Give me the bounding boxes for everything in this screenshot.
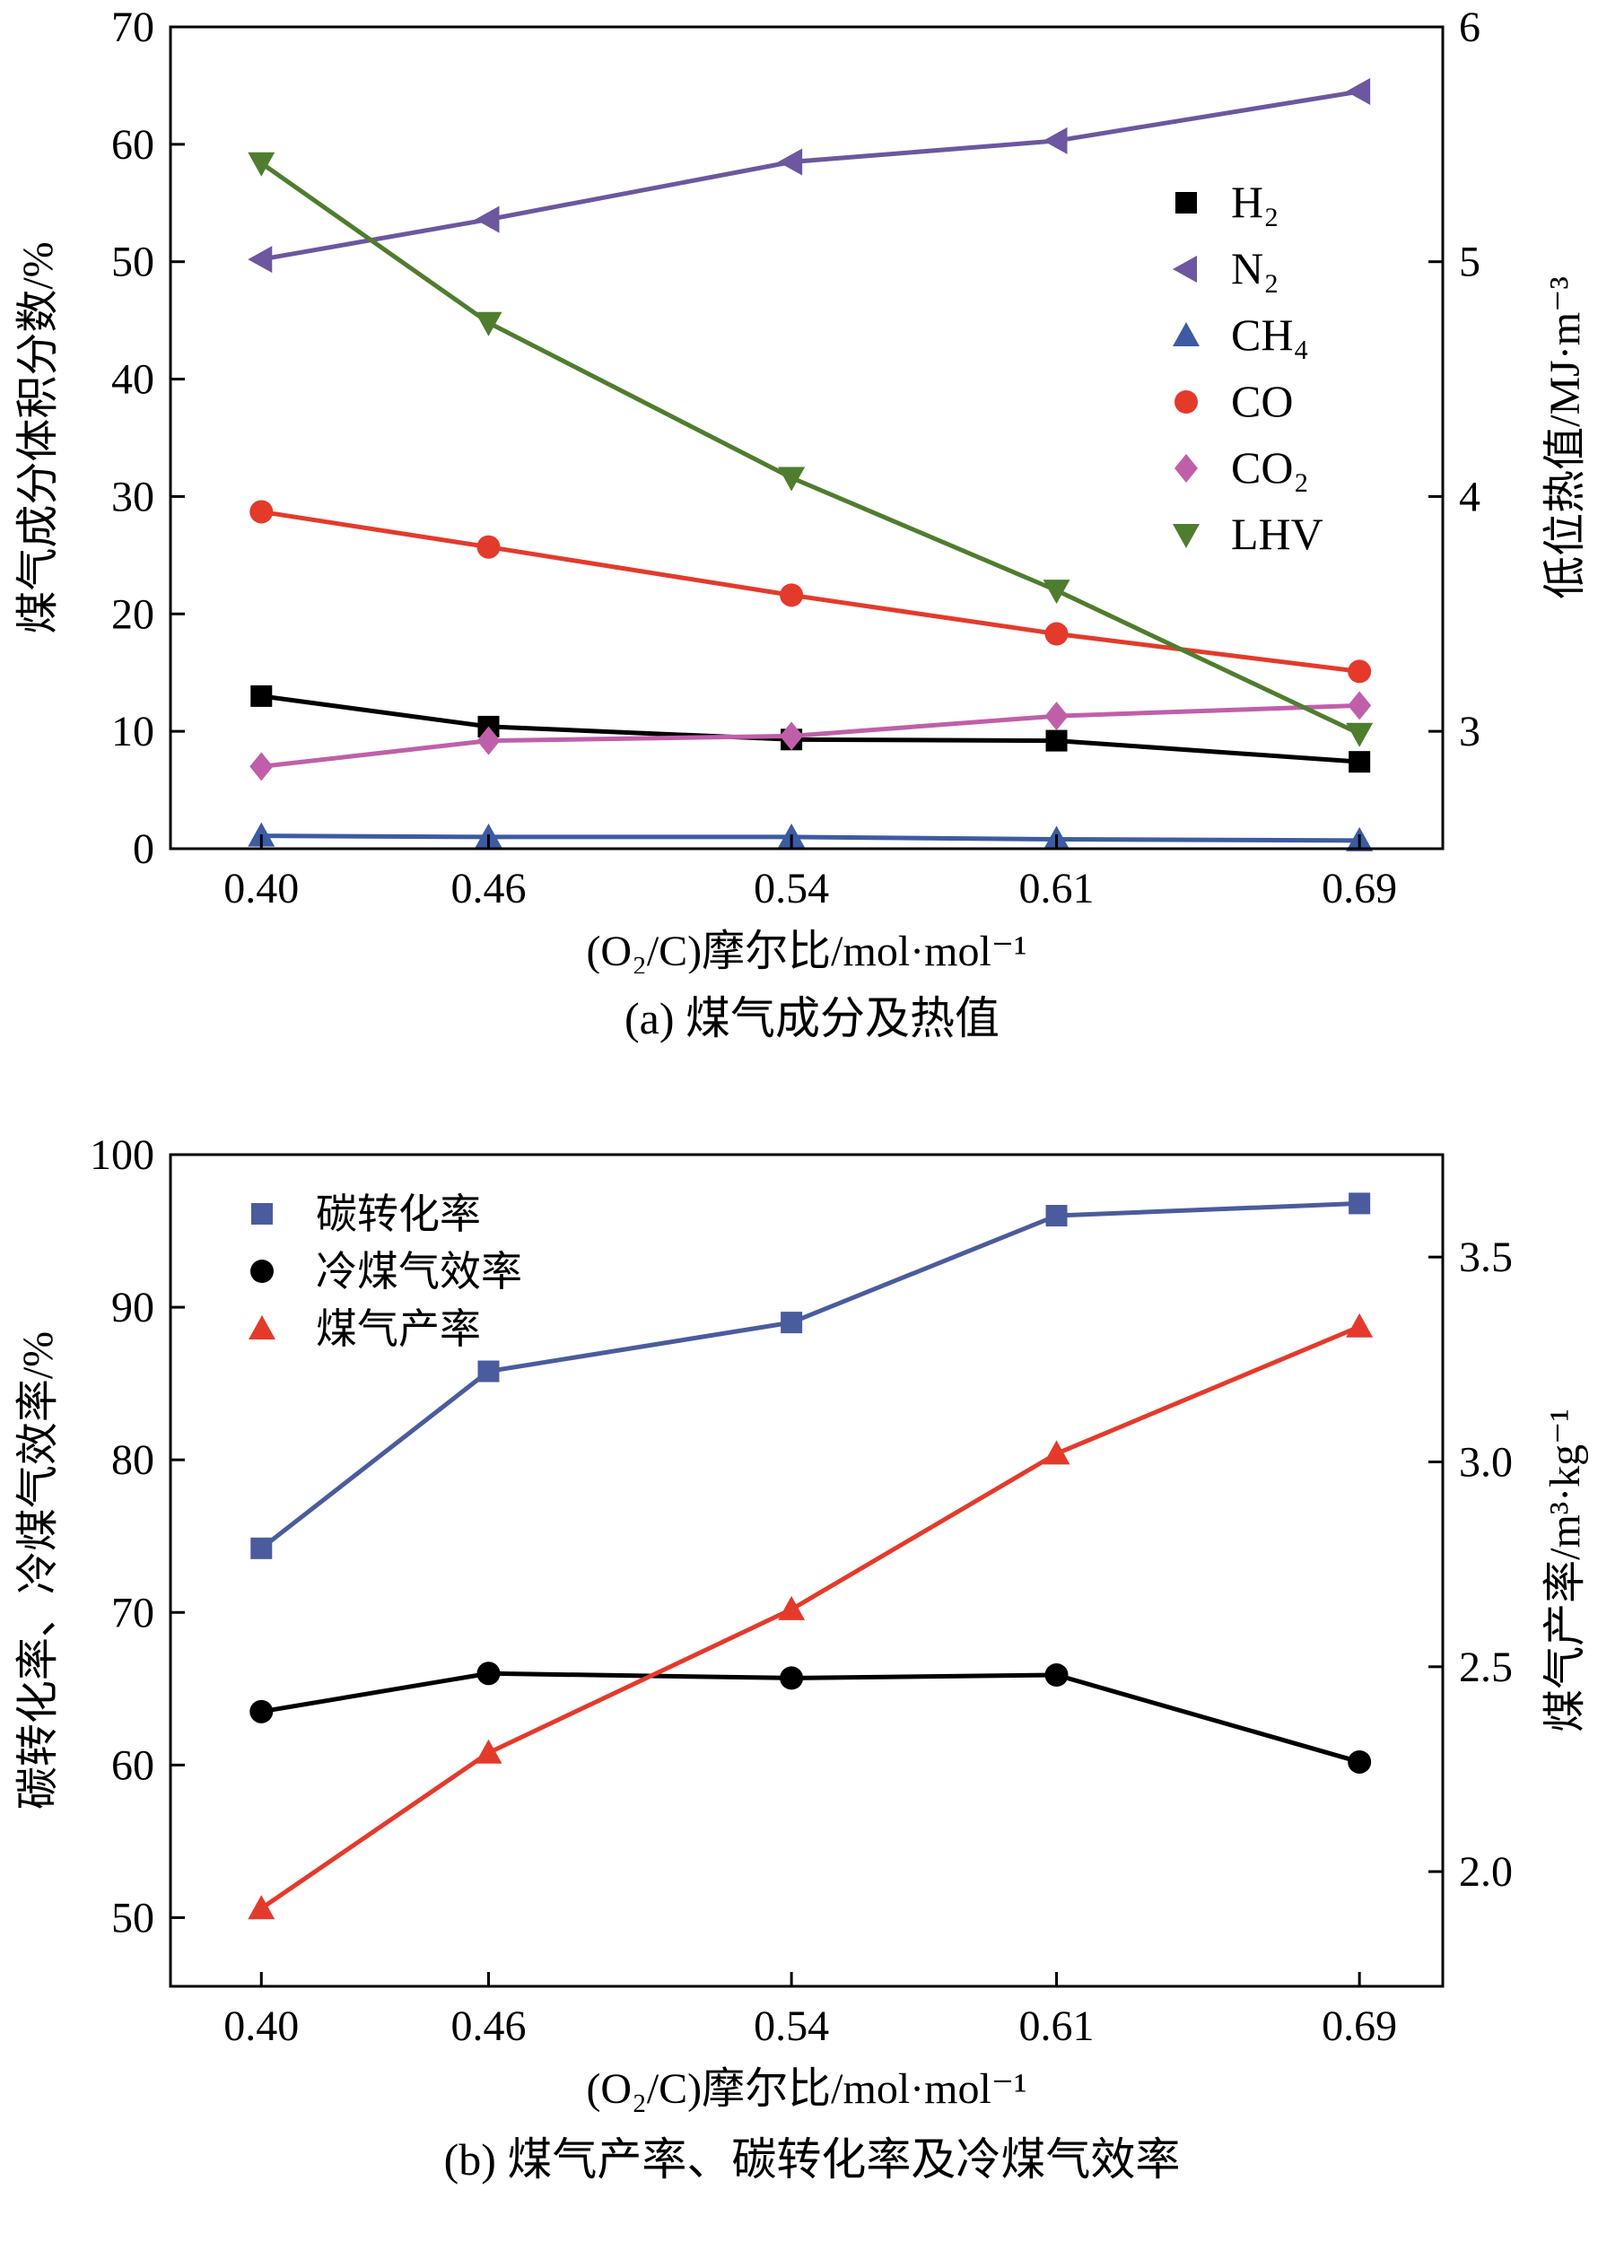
x-axis-label-a: (O₂/C)摩尔比/mol·mol⁻¹ [586, 928, 1026, 973]
y-left-tick-label: 70 [111, 4, 154, 51]
y-right-tick-label: 2.0 [1459, 1848, 1513, 1896]
y-left-axis-label-a: 煤气成分体积分数/% [14, 241, 62, 633]
figure-b: 0.40 0.46 0.54 0.61 0.69 50 60 70 80 90 100 2.0 2.5 3… [0, 1056, 1624, 2197]
chart-a: 0.40 0.46 0.54 0.61 0.69 0 10 20 30 40 50 60 70 3 4 5 6 (… [14, 4, 1589, 973]
legend-item-cold-gas-efficiency: 冷煤气效率 [250, 1249, 522, 1295]
figure-a: 0.40 0.46 0.54 0.61 0.69 0 10 20 30 40 50 60 70 3 4 5 6 (… [0, 0, 1624, 1056]
axes-a: 0.40 0.46 0.54 0.61 0.69 0 10 20 30 40 50 60 70 3 4 5 6 [111, 4, 1480, 912]
legend-label-cold-gas-efficiency: 冷煤气效率 [316, 1249, 522, 1295]
y-left-tick-label: 50 [111, 1894, 154, 1941]
series-carbon-conversion [250, 1192, 1371, 1559]
y-left-tick-label: 90 [111, 1284, 154, 1331]
y-left-tick-label: 60 [111, 121, 154, 169]
caption-a: (a) 煤气成分及热值 [624, 993, 1000, 1043]
legend-label-n2: N₂ [1231, 243, 1279, 293]
x-tick-label: 0.46 [451, 865, 527, 912]
series-ch4 [248, 822, 1374, 851]
y-right-axis-label-b: 煤气产率/m³·kg⁻¹ [1541, 1409, 1589, 1732]
x-tick-label: 0.61 [1019, 2002, 1095, 2050]
y-right-tick-label: 4 [1459, 473, 1480, 520]
x-axis-label-b: (O₂/C)摩尔比/mol·mol⁻¹ [586, 2065, 1026, 2113]
y-left-tick-label: 0 [133, 825, 154, 873]
y-left-tick-label: 60 [111, 1741, 154, 1789]
legend-item-carbon-conversion: 碳转化率 [251, 1191, 481, 1237]
legend-label-carbon-conversion: 碳转化率 [316, 1191, 481, 1237]
plot-border-b [169, 1153, 1445, 1988]
y-right-tick-label: 6 [1459, 4, 1480, 51]
axes-b: 0.40 0.46 0.54 0.61 0.69 50 60 70 80 90 100 2.0 2.5 3… [90, 1131, 1513, 2050]
legend-label-co2: CO₂ [1231, 442, 1309, 493]
caption-b: (b) 煤气产率、碳转化率及冷煤气效率 [443, 2134, 1181, 2185]
y-left-tick-label: 100 [90, 1131, 154, 1179]
legend-item-h2: H₂ [1175, 177, 1279, 227]
legend-label-lhv: LHV [1231, 509, 1323, 559]
x-tick-label: 0.40 [223, 865, 299, 912]
y-right-axis-label-a: 低位热值/MJ·m⁻³ [1541, 276, 1589, 599]
x-tick-label: 0.40 [223, 2002, 299, 2050]
x-tick-label: 0.69 [1322, 2002, 1397, 2050]
series-n2 [248, 77, 1371, 274]
x-tick-label: 0.54 [754, 2002, 829, 2050]
y-right-tick-label: 2.5 [1459, 1644, 1513, 1691]
y-right-tick-label: 3 [1459, 708, 1480, 755]
legend-label-gas-yield: 煤气产率 [316, 1306, 481, 1352]
legend-label-ch4: CH₄ [1231, 310, 1309, 360]
legend-item-lhv: LHV [1173, 509, 1323, 559]
series-cold-gas-efficiency [249, 1662, 1372, 1774]
y-left-tick-label: 70 [111, 1589, 154, 1636]
x-tick-label: 0.69 [1322, 865, 1397, 912]
y-right-tick-label: 3.5 [1459, 1234, 1513, 1281]
x-tick-label: 0.54 [754, 865, 829, 912]
y-right-tick-label: 5 [1459, 239, 1480, 286]
y-left-axis-label-b: 碳转化率、冷煤气效率/% [14, 1331, 62, 1810]
series-h2 [250, 685, 1371, 773]
legend-item-co2: CO₂ [1174, 442, 1309, 493]
y-left-tick-label: 20 [111, 590, 154, 638]
legend-item-gas-yield: 煤气产率 [249, 1306, 481, 1352]
x-tick-label: 0.46 [451, 2002, 527, 2050]
chart-b: 0.40 0.46 0.54 0.61 0.69 50 60 70 80 90 100 2.0 2.5 3… [14, 1131, 1589, 2113]
legend-label-co: CO [1231, 376, 1293, 426]
legend-label-h2: H₂ [1231, 177, 1279, 227]
legend-item-co: CO [1174, 376, 1293, 426]
series-co2 [249, 691, 1372, 781]
y-left-tick-label: 10 [111, 708, 154, 755]
chart-a-canvas: 0.40 0.46 0.54 0.61 0.69 0 10 20 30 40 50 60 70 3 4 5 6 (… [14, 4, 1589, 973]
plot-border-a [169, 25, 1445, 850]
y-left-tick-label: 50 [111, 239, 154, 286]
legend-item-ch4: CH₄ [1173, 310, 1309, 360]
series-co [249, 500, 1372, 684]
y-left-tick-label: 30 [111, 473, 154, 520]
legend-a: H₂ N₂ CH₄ CO CO₂ LHV [1173, 177, 1323, 559]
series-lhv [248, 152, 1374, 747]
figure-page: 0.40 0.46 0.54 0.61 0.69 0 10 20 30 40 50 60 70 3 4 5 6 (… [0, 0, 1624, 2197]
chart-b-canvas: 0.40 0.46 0.54 0.61 0.69 50 60 70 80 90 100 2.0 2.5 3… [14, 1131, 1589, 2113]
x-tick-label: 0.61 [1019, 865, 1095, 912]
series-gas-yield [248, 1313, 1374, 1920]
legend-item-n2: N₂ [1173, 243, 1279, 293]
y-left-tick-label: 80 [111, 1436, 154, 1484]
y-left-tick-label: 40 [111, 356, 154, 404]
y-right-tick-label: 3.0 [1459, 1438, 1513, 1486]
